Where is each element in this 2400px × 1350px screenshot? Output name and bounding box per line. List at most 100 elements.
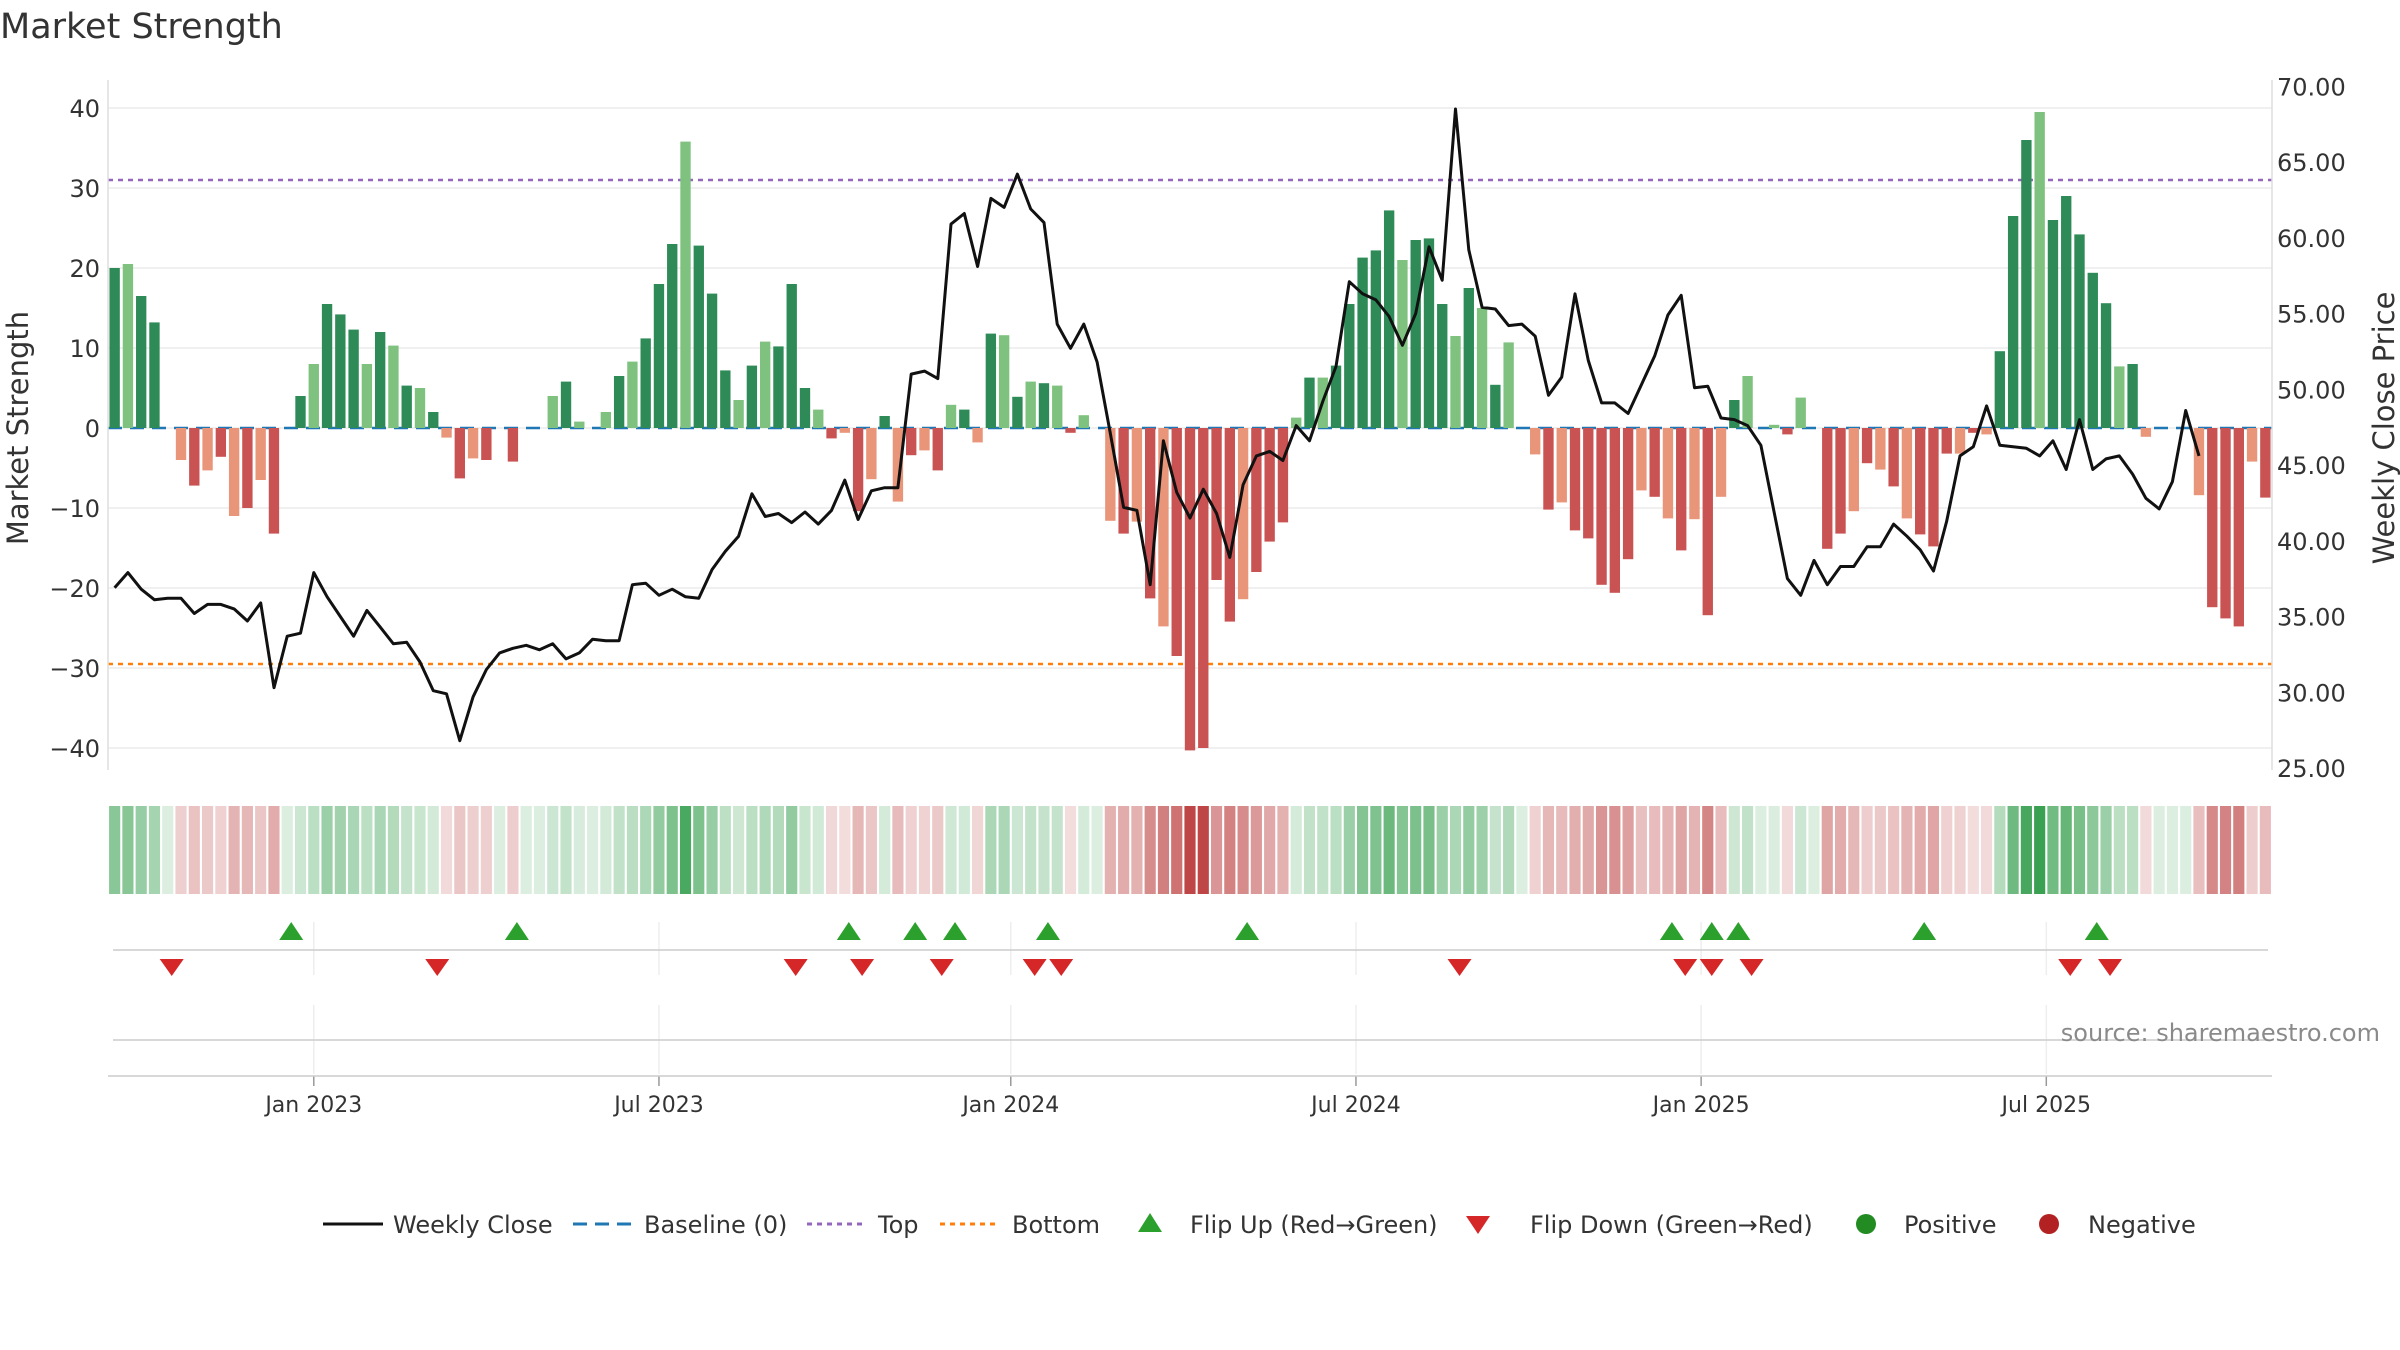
right-tick-label: 60.00: [2277, 225, 2346, 253]
strength-bar: [348, 329, 359, 428]
strength-bar: [374, 332, 386, 428]
heat-cell: [2127, 806, 2139, 894]
heat-cell: [2180, 806, 2192, 894]
legend-flip-up-icon: [1138, 1213, 1162, 1232]
heat-cell: [374, 806, 386, 894]
strength-bar: [2087, 272, 2098, 428]
right-tick-label: 40.00: [2277, 528, 2346, 556]
heat-cell: [1821, 806, 1833, 894]
strength-bar: [1968, 428, 1979, 433]
strength-bar: [335, 314, 346, 428]
strength-bar: [295, 396, 306, 428]
heat-cell: [1051, 806, 1063, 894]
flip-down-marker: [929, 959, 954, 976]
strength-bar: [2100, 303, 2112, 428]
flip-up-marker: [504, 922, 529, 940]
strength-bar: [1503, 342, 1514, 428]
left-tick-label: −10: [49, 495, 100, 523]
strength-bar: [2140, 428, 2152, 437]
heat-cell: [1104, 806, 1116, 894]
heat-cell: [334, 806, 346, 894]
x-tick-label: Jan 2025: [1651, 1093, 1750, 1118]
heat-cell: [560, 806, 572, 894]
strength-bar: [1450, 336, 1461, 428]
heat-cell: [1662, 806, 1674, 894]
heat-cell: [759, 806, 771, 894]
heat-cell: [175, 806, 187, 894]
flip-up-marker: [279, 922, 304, 940]
flip-up-marker: [2084, 922, 2109, 940]
heat-cell: [1396, 806, 1408, 894]
strength-bar: [1277, 428, 1289, 523]
heat-cell: [733, 806, 745, 894]
heat-cell: [1011, 806, 1023, 894]
strength-bar: [1702, 428, 1713, 616]
heat-cell: [361, 806, 373, 894]
left-tick-label: 30: [69, 175, 100, 203]
strength-bar: [1131, 428, 1143, 522]
strength-bar: [1530, 428, 1541, 455]
heat-cell: [905, 806, 917, 894]
strength-bar: [255, 428, 266, 480]
strength-bar: [1596, 428, 1607, 585]
strength-bar: [1476, 308, 1488, 428]
heat-cell: [1357, 806, 1369, 894]
right-tick-label: 55.00: [2277, 301, 2346, 329]
heat-cell: [1436, 806, 1448, 894]
strength-bar: [1662, 428, 1674, 519]
heat-cell: [308, 806, 320, 894]
strength-bar: [1649, 428, 1660, 497]
heat-cell: [162, 806, 174, 894]
weekly-close-line: [113, 107, 2201, 743]
heat-cell: [255, 806, 267, 894]
heat-cell: [1423, 806, 1435, 894]
heat-cell: [188, 806, 200, 894]
heat-cell: [1980, 806, 1993, 894]
heat-cell: [2153, 806, 2165, 894]
flip-down-marker: [2098, 959, 2123, 976]
heat-cell: [1728, 806, 1740, 894]
strength-bar: [202, 428, 213, 471]
strength-bar: [667, 244, 678, 428]
heat-cell: [1715, 806, 1727, 894]
strength-bar: [1184, 428, 1196, 751]
heat-cell: [1330, 806, 1342, 894]
heat-cell: [1688, 806, 1701, 894]
strength-bar: [2207, 428, 2218, 608]
strength-bar: [1065, 428, 1076, 433]
heat-cell: [1941, 806, 1953, 894]
heat-cell: [2140, 806, 2152, 894]
strength-bar: [1490, 384, 1501, 428]
right-tick-label: 50.00: [2277, 376, 2346, 404]
strength-bar: [1078, 415, 1089, 428]
strength-bar: [574, 421, 585, 428]
legend-positive: Positive: [1904, 1211, 1997, 1239]
strength-bar: [1264, 428, 1275, 542]
strength-bar: [109, 268, 120, 428]
right-tick-label: 35.00: [2277, 604, 2346, 632]
heat-cell: [268, 806, 280, 894]
strength-bar: [919, 428, 930, 451]
legend-negative-icon: [2039, 1214, 2059, 1234]
strength-bar: [1171, 428, 1182, 656]
strength-bar: [985, 333, 997, 428]
strength-bar: [481, 428, 492, 460]
strength-bar: [242, 428, 253, 508]
strength-bar: [720, 370, 731, 428]
strength-bar: [1224, 428, 1236, 622]
left-tick-label: 40: [69, 95, 100, 123]
heat-cell: [2206, 806, 2218, 894]
heat-cell: [281, 806, 293, 894]
strength-bar: [547, 396, 558, 428]
strength-bar: [467, 428, 479, 459]
strength-bar: [215, 428, 227, 457]
flip-up-marker: [1699, 922, 1724, 940]
heat-cell: [998, 806, 1010, 894]
strength-bar: [1330, 365, 1342, 428]
heat-cell: [1755, 806, 1767, 894]
heat-cell: [1290, 806, 1302, 894]
strength-bar: [228, 428, 240, 516]
heat-cell: [122, 806, 134, 894]
strength-bar: [1994, 351, 2006, 428]
flip-down-marker: [1739, 959, 1764, 976]
